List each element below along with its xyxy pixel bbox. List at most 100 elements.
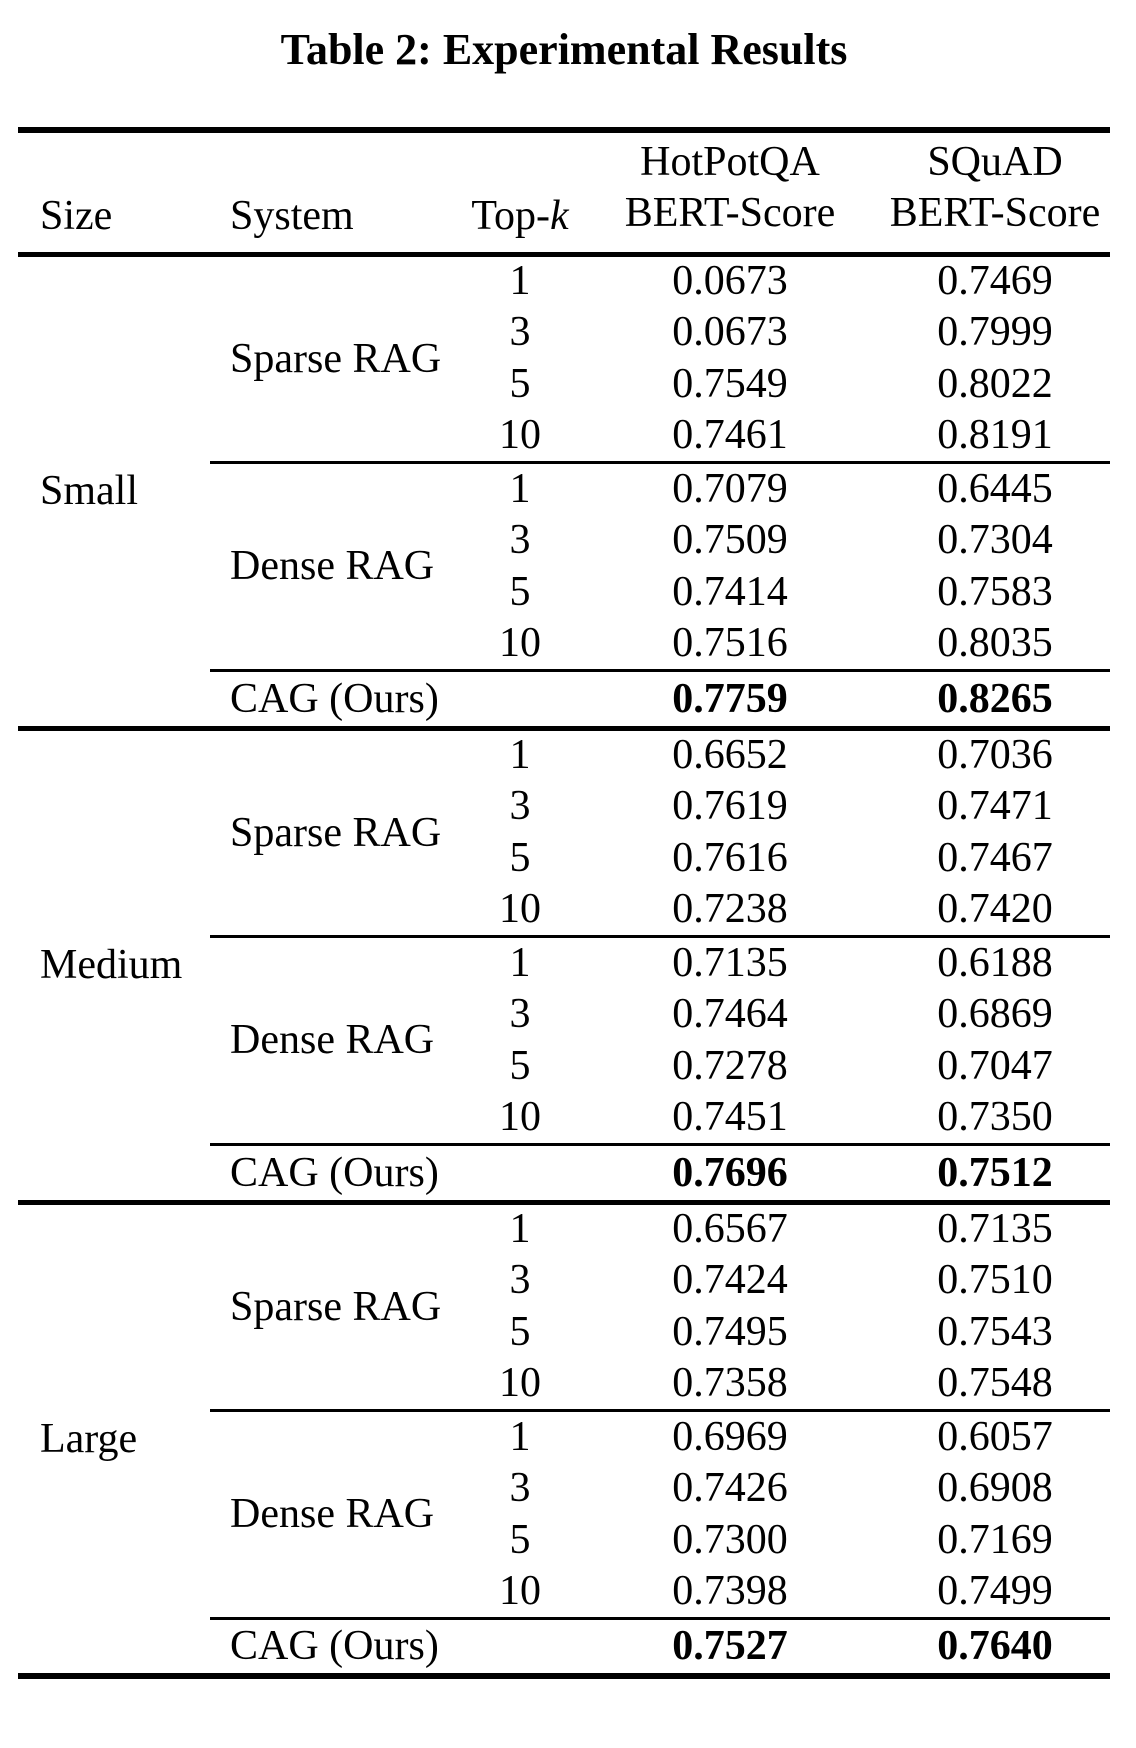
topk-cell: 10 [499, 1568, 541, 1615]
table-row: 3 0.7509 0.7304 [18, 514, 1110, 566]
table-row: Large Sparse RAG 1 0.6567 0.7135 [18, 1202, 1110, 1462]
table-row: 10 0.7461 0.8191 [18, 410, 1110, 462]
topk-cell: 5 [509, 1517, 531, 1563]
table-row: 3 0.7426 0.6908 [18, 1462, 1110, 1514]
squad-value-cell: 0.7543 [937, 1309, 1053, 1355]
squad-value-cell: 0.6188 [880, 934, 1110, 988]
table-row: 5 0.7414 0.7583 [18, 566, 1110, 618]
table-row: 10 0.7398 0.7499 [18, 1566, 1110, 1618]
hotpotqa-value-cell: 0.7516 [672, 620, 788, 667]
hotpotqa-value-cell: 0.7464 [672, 991, 788, 1037]
table-row: Dense RAG 1 0.7079 0.6445 [18, 460, 1110, 670]
table-row: 3 0.7424 0.7510 [18, 1254, 1110, 1306]
table-row: Small Sparse RAG 1 0.0673 0.7469 [18, 254, 1110, 514]
table-row: Medium Sparse RAG 1 0.6652 0.7036 [18, 728, 1110, 988]
topk-cell: 3 [509, 1465, 531, 1511]
size-cell: Medium [40, 942, 183, 988]
squad-value-cell: 0.8191 [937, 412, 1053, 459]
squad-value-cell: 0.7548 [937, 1360, 1053, 1407]
topk-cell: 3 [509, 1257, 531, 1303]
squad-value-cell: 0.7169 [937, 1517, 1053, 1563]
topk-cell: 3 [509, 309, 531, 355]
table-row: 3 0.7619 0.7471 [18, 780, 1110, 832]
hotpotqa-value-cell: 0.0673 [672, 258, 788, 305]
table-caption: Table 2: Experimental Results [280, 25, 848, 74]
topk-cell: 10 [499, 886, 541, 933]
system-cell: Dense RAG [210, 1408, 460, 1618]
table-row: Dense RAG 1 0.7135 0.6188 [18, 934, 1110, 1144]
hotpotqa-value-cell: 0.0673 [672, 309, 788, 355]
cag-row: CAG (Ours) 0.7759 0.8265 [18, 668, 1110, 728]
topk-cell: 5 [509, 1043, 531, 1089]
hotpotqa-value-cell: 0.7424 [672, 1257, 788, 1303]
table-row: 5 0.7300 0.7169 [18, 1514, 1110, 1566]
topk-cell: 10 [499, 412, 541, 459]
hotpotqa-value-cell: 0.7451 [672, 1094, 788, 1141]
size-group-small: Small Sparse RAG 1 0.0673 0.7469 3 0.0673 0.799… [18, 254, 1110, 728]
size-group-medium: Medium Sparse RAG 1 0.6652 0.7036 3 0.7619 0.74… [18, 728, 1110, 1202]
topk-empty-cell [460, 668, 580, 728]
squad-value-cell: 0.8022 [937, 361, 1053, 407]
cag-name-cell: CAG (Ours) [210, 668, 460, 728]
cag-squad-value-cell: 0.7512 [880, 1142, 1110, 1202]
hotpotqa-value-cell: 0.7079 [580, 460, 880, 514]
hotpotqa-value-cell: 0.7619 [672, 783, 788, 829]
hotpotqa-value-cell: 0.7495 [672, 1309, 788, 1355]
column-header-system: System [230, 192, 354, 239]
topk-cell: 1 [460, 460, 580, 514]
squad-value-cell: 0.7583 [937, 569, 1053, 615]
table-row: 3 0.7464 0.6869 [18, 988, 1110, 1040]
topk-cell: 3 [509, 517, 531, 563]
hotpotqa-value-cell: 0.7135 [580, 934, 880, 988]
topk-cell: 3 [509, 991, 531, 1037]
hotpotqa-value-cell: 0.7426 [672, 1465, 788, 1511]
size-group-large: Large Sparse RAG 1 0.6567 0.7135 3 0.7424 0.751… [18, 1202, 1110, 1676]
system-cell: Dense RAG [210, 460, 460, 670]
cag-row: CAG (Ours) 0.7527 0.7640 [18, 1616, 1110, 1676]
cag-hotpotqa-value-cell: 0.7759 [580, 668, 880, 728]
squad-value-cell: 0.8035 [937, 620, 1053, 667]
table-row: 5 0.7495 0.7543 [18, 1306, 1110, 1358]
squad-value-cell: 0.7467 [937, 835, 1053, 881]
hotpotqa-value-cell: 0.7549 [672, 361, 788, 407]
topk-cell: 10 [499, 1360, 541, 1407]
topk-cell: 10 [499, 1094, 541, 1141]
cag-squad-value-cell: 0.7640 [880, 1616, 1110, 1676]
column-header-size: Size [40, 192, 113, 239]
topk-cell: 5 [509, 835, 531, 881]
topk-cell: 1 [460, 934, 580, 988]
table-row: 3 0.0673 0.7999 [18, 306, 1110, 358]
hotpotqa-value-cell: 0.7358 [672, 1360, 788, 1407]
topk-cell: 5 [509, 1309, 531, 1355]
table-header: Size System Top-k HotPotQA BERT-Score S [18, 130, 1110, 254]
squad-value-cell: 0.7420 [937, 886, 1053, 933]
table-row: 10 0.7358 0.7548 [18, 1358, 1110, 1410]
squad-value-cell: 0.7999 [937, 309, 1053, 355]
system-cell: Sparse RAG [230, 1283, 442, 1330]
squad-value-cell: 0.6869 [937, 991, 1053, 1037]
topk-cell: 10 [499, 620, 541, 667]
table-row: 5 0.7549 0.8022 [18, 358, 1110, 410]
squad-value-cell: 0.7469 [937, 258, 1053, 305]
topk-empty-cell [460, 1142, 580, 1202]
cag-name-cell: CAG (Ours) [210, 1142, 460, 1202]
cag-row: CAG (Ours) 0.7696 0.7512 [18, 1142, 1110, 1202]
hotpotqa-value-cell: 0.7461 [672, 412, 788, 459]
results-table: Size System Top-k HotPotQA BERT-Score S [18, 127, 1110, 1679]
cag-name-cell: CAG (Ours) [210, 1616, 460, 1676]
squad-value-cell: 0.7036 [937, 732, 1053, 779]
squad-value-cell: 0.6057 [880, 1408, 1110, 1462]
squad-value-cell: 0.7135 [937, 1206, 1053, 1253]
column-header-topk: Top-k [471, 192, 569, 239]
hotpotqa-value-cell: 0.7414 [672, 569, 788, 615]
header-row: Size System Top-k HotPotQA BERT-Score S [18, 130, 1110, 254]
squad-value-cell: 0.7047 [937, 1043, 1053, 1089]
hotpotqa-value-cell: 0.6969 [580, 1408, 880, 1462]
topk-cell: 1 [509, 258, 531, 305]
hotpotqa-value-cell: 0.7300 [672, 1517, 788, 1563]
table-row: Dense RAG 1 0.6969 0.6057 [18, 1408, 1110, 1618]
topk-cell: 1 [460, 1408, 580, 1462]
squad-value-cell: 0.7304 [937, 517, 1053, 563]
size-cell: Small [40, 468, 139, 514]
